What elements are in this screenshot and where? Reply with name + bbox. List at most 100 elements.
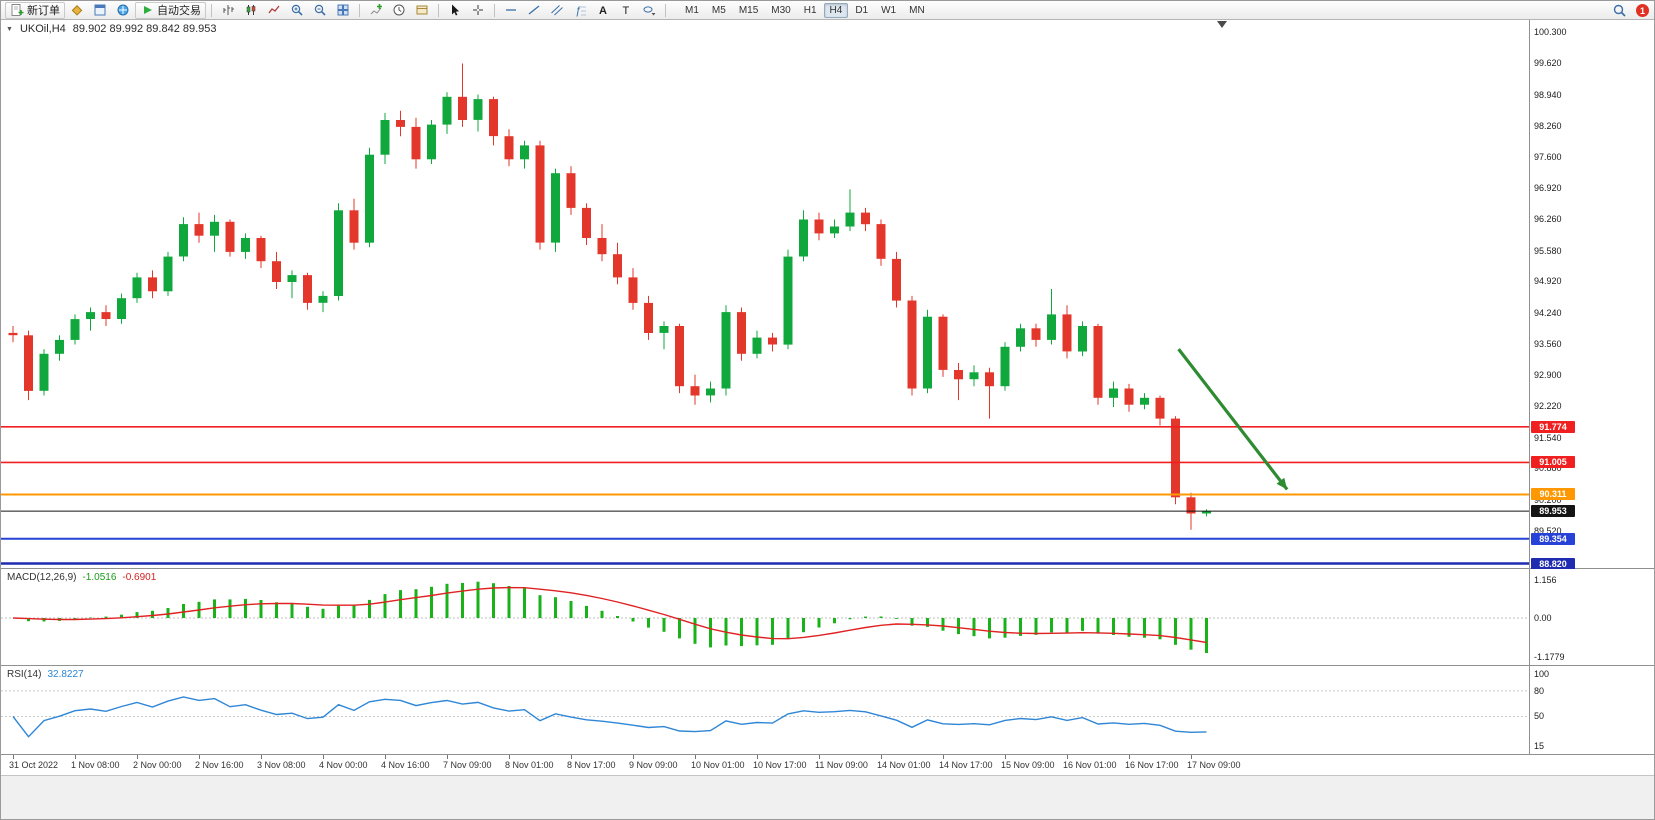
rsi-value: 32.8227 <box>47 669 84 680</box>
zoom-in-button[interactable] <box>286 2 308 19</box>
time-axis-label: 2 Nov 16:00 <box>195 760 244 770</box>
horizontal-line-button[interactable] <box>500 2 522 19</box>
time-axis-label: 16 Nov 01:00 <box>1063 760 1117 770</box>
price-tag: 89.953 <box>1531 505 1575 517</box>
line-chart-icon <box>267 3 281 17</box>
time-axis-label: 4 Nov 16:00 <box>381 760 430 770</box>
price-axis-label: 89.520 <box>1534 526 1562 536</box>
main-toolbar: 新订单 自动交易 <box>1 1 1654 20</box>
template-icon <box>415 3 429 17</box>
macd-chart[interactable] <box>1 569 1529 665</box>
timeframe-D1[interactable]: D1 <box>855 4 869 16</box>
auto-trading-icon <box>140 3 154 17</box>
text-label-button[interactable]: T <box>615 2 637 19</box>
rsi-axis[interactable]: 100 80 50 15 <box>1529 666 1654 754</box>
toolbar-separator <box>665 3 666 17</box>
fibonacci-button[interactable]: ƒ <box>569 2 591 19</box>
zoom-out-icon <box>313 3 327 17</box>
clock-icon <box>392 3 406 17</box>
navigator-icon <box>116 3 130 17</box>
text-icon: A <box>596 3 610 17</box>
price-axis-label: 96.260 <box>1534 214 1562 224</box>
market-watch-icon <box>93 3 107 17</box>
shapes-icon <box>642 3 656 17</box>
profiles-button[interactable] <box>66 2 88 19</box>
shapes-button[interactable] <box>638 2 660 19</box>
candlestick-button[interactable] <box>240 2 262 19</box>
price-tag: 88.820 <box>1531 558 1575 570</box>
trendline-button[interactable] <box>523 2 545 19</box>
time-axis-label: 7 Nov 09:00 <box>443 760 492 770</box>
channel-button[interactable] <box>546 2 568 19</box>
timeframe-H4[interactable]: H4 <box>823 2 849 18</box>
symbol-dropdown-icon[interactable]: ▼ <box>6 25 13 33</box>
periods-button[interactable] <box>388 2 410 19</box>
tile-windows-button[interactable] <box>332 2 354 19</box>
rsi-axis-label: 100 <box>1534 669 1550 679</box>
toolbar-separator <box>359 3 360 17</box>
line-chart-button[interactable] <box>263 2 285 19</box>
templates-button[interactable] <box>411 2 433 19</box>
timeframe-M30[interactable]: M30 <box>771 4 791 16</box>
price-axis-label: 94.240 <box>1534 308 1562 318</box>
timeframe-M5[interactable]: M5 <box>711 4 726 16</box>
price-axis[interactable]: 100.300 99.620 98.940 98.260 97.600 96.920 96.… <box>1529 20 1654 570</box>
price-tag: 91.774 <box>1531 421 1575 433</box>
timeframe-MN[interactable]: MN <box>909 4 925 16</box>
time-tick <box>447 755 448 759</box>
text-label-icon: T <box>619 3 633 17</box>
time-tick <box>323 755 324 759</box>
navigator-button[interactable] <box>112 2 134 19</box>
price-axis-label: 98.940 <box>1534 90 1562 100</box>
time-axis-label: 3 Nov 08:00 <box>257 760 306 770</box>
indicators-button[interactable] <box>365 2 387 19</box>
price-axis-label: 96.920 <box>1534 183 1562 193</box>
svg-text:ƒ: ƒ <box>576 5 582 17</box>
tile-windows-icon <box>336 3 350 17</box>
cursor-icon <box>448 3 462 17</box>
candlestick-icon <box>244 3 258 17</box>
notification-badge[interactable]: 1 <box>1636 4 1649 17</box>
search-icon[interactable] <box>1612 3 1627 18</box>
chart-shift-marker[interactable] <box>1217 21 1227 28</box>
channel-icon <box>550 3 564 17</box>
main-chart-panel: 100.300 99.620 98.940 98.260 97.600 96.920 96.… <box>1 20 1654 570</box>
crosshair-button[interactable] <box>467 2 489 19</box>
time-axis-label: 9 Nov 09:00 <box>629 760 678 770</box>
time-axis-label: 31 Oct 2022 <box>9 760 59 770</box>
time-axis-label: 15 Nov 09:00 <box>1001 760 1055 770</box>
macd-axis-label: -1.1779 <box>1534 652 1565 662</box>
price-tag: 89.354 <box>1531 533 1575 545</box>
rsi-chart[interactable] <box>1 666 1529 754</box>
bar-chart-icon <box>221 3 235 17</box>
time-tick <box>881 755 882 759</box>
time-axis-label: 4 Nov 00:00 <box>319 760 368 770</box>
time-axis-label: 10 Nov 01:00 <box>691 760 745 770</box>
time-tick <box>137 755 138 759</box>
timeframe-H1[interactable]: H1 <box>803 4 817 16</box>
macd-axis[interactable]: 1.156 0.00 -1.1779 <box>1529 569 1654 665</box>
bar-chart-button[interactable] <box>217 2 239 19</box>
zoom-out-button[interactable] <box>309 2 331 19</box>
timeframe-W1[interactable]: W1 <box>881 4 897 16</box>
indicators-icon <box>369 3 383 17</box>
text-button[interactable]: A <box>592 2 614 19</box>
price-tag: 91.005 <box>1531 456 1575 468</box>
time-tick <box>261 755 262 759</box>
time-axis[interactable]: 31 Oct 2022 1 Nov 08:00 2 Nov 00:00 2 Nov 1… <box>1 755 1654 776</box>
ohlc-values: 89.902 89.992 89.842 89.953 <box>72 23 217 35</box>
time-axis-label: 2 Nov 00:00 <box>133 760 182 770</box>
cursor-button[interactable] <box>444 2 466 19</box>
price-axis-label: 97.600 <box>1534 152 1562 162</box>
time-axis-label: 14 Nov 17:00 <box>939 760 993 770</box>
market-watch-button[interactable] <box>89 2 111 19</box>
svg-text:A: A <box>599 5 607 17</box>
new-order-button[interactable]: 新订单 <box>5 1 65 19</box>
timeframe-M15[interactable]: M15 <box>738 4 759 16</box>
time-tick <box>509 755 510 759</box>
time-tick <box>1005 755 1006 759</box>
time-tick <box>75 755 76 759</box>
timeframe-M1[interactable]: M1 <box>685 4 699 16</box>
main-chart[interactable] <box>1 20 1529 568</box>
auto-trading-button[interactable]: 自动交易 <box>135 1 206 19</box>
